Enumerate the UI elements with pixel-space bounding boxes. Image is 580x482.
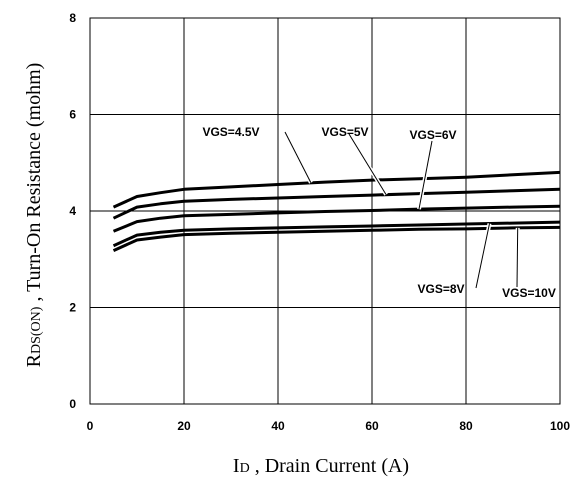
series-label: VGS=4.5V [202,125,259,139]
x-axis-ticks: 0 20 40 60 80 100 [87,419,571,433]
series-label: VGS=5V [321,125,368,139]
y-tick-label: 0 [69,397,76,411]
x-tick-label: 60 [365,419,379,433]
series-line [112,170,561,209]
y-tick-label: 8 [69,11,76,25]
y-axis-ticks: 0 2 4 6 8 [69,11,76,411]
x-tick-label: 20 [177,419,191,433]
plot-frame [89,17,561,405]
leader-line [418,140,433,210]
y-tick-label: 4 [69,204,76,218]
x-tick-label: 100 [550,419,570,433]
leader-line [516,227,519,288]
series-label: VGS=6V [409,128,456,142]
x-axis-title: ID , Drain Current (A) [233,455,409,477]
series-label: VGS=10V [502,286,556,300]
series-line [112,187,561,220]
series-line [112,220,561,248]
series-leader-lines [283,131,520,289]
y-axis-title: RDS(ON) , Turn-On Resistance (mohm) [23,63,45,368]
x-tick-label: 80 [459,419,473,433]
leader-line [348,133,387,195]
leader-line [284,131,312,184]
x-tick-label: 40 [271,419,285,433]
series-line [112,225,561,252]
data-series [112,170,561,252]
y-tick-label: 2 [69,301,76,315]
x-tick-label: 0 [87,419,94,433]
series-annotations: VGS=4.5V VGS=5V VGS=6V VGS=8V VGS=10V [202,125,555,300]
leader-line [475,223,490,289]
series-line [112,204,561,233]
series-label: VGS=8V [417,282,464,296]
y-tick-label: 6 [69,108,76,122]
